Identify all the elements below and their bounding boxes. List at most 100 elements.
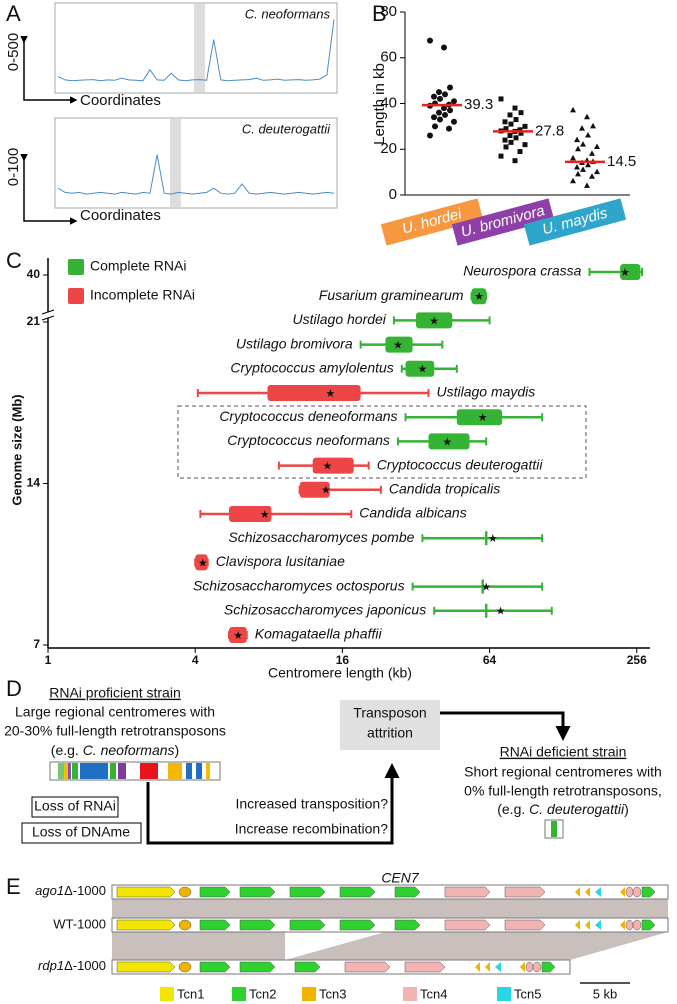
legend-label: Tcn2 [249, 986, 276, 1001]
dot [431, 93, 437, 100]
element [444, 919, 491, 931]
dot [575, 145, 581, 152]
element [585, 887, 590, 897]
centromere-bar [49, 761, 221, 781]
panel-label: B [372, 1, 387, 26]
y-label: Genome size (Mb) [9, 394, 24, 505]
x-label: Coordinates [80, 207, 161, 224]
dot [570, 177, 576, 184]
synteny [285, 932, 668, 960]
bar-stripe [130, 763, 136, 779]
bar-stripe [68, 763, 71, 779]
track [111, 884, 669, 900]
element [178, 961, 192, 973]
box [312, 457, 354, 474]
mean-star: ★ [478, 412, 488, 424]
row-label: Candida albicans [359, 505, 466, 521]
row-label: Ustilago bromivora [236, 335, 353, 351]
mean-star: ★ [481, 582, 491, 594]
x-label: Coordinates [80, 92, 161, 109]
element [485, 962, 490, 972]
box [195, 554, 208, 571]
row-label: Candida tropicalis [389, 481, 500, 497]
panel-label: D [6, 676, 22, 701]
element [595, 887, 601, 897]
median-label: 27.8 [535, 122, 564, 139]
dot [580, 141, 586, 147]
dot [508, 139, 514, 145]
highlight-box [177, 405, 587, 479]
box [299, 481, 330, 498]
trace [57, 154, 335, 195]
x-label: Centromere length (kb) [268, 665, 412, 681]
element [394, 919, 421, 931]
mean-star: ★ [496, 606, 506, 618]
box [471, 288, 487, 305]
dot [441, 105, 447, 112]
dot [436, 89, 442, 96]
dot [579, 125, 585, 131]
axis-arrow [20, 154, 78, 225]
dot [498, 153, 504, 159]
y-tick-label: 40 [27, 267, 41, 281]
dot [580, 166, 586, 172]
y-tick-label: 14 [27, 476, 41, 490]
dot [427, 132, 433, 139]
row-label: Cryptococcus deneoformans [219, 408, 397, 424]
dot [585, 132, 591, 138]
x-tick-label: 256 [627, 653, 647, 667]
row-label: Cryptococcus deuterogattii [377, 456, 544, 472]
synteny [112, 932, 285, 960]
row-label: Neurospora crassa [463, 263, 581, 279]
dot [574, 136, 580, 143]
x-tick-label: 1 [45, 653, 52, 667]
legend-swatch [302, 987, 316, 1001]
panel-label: E [6, 874, 21, 899]
element [620, 887, 625, 897]
bar-stripe [186, 763, 192, 779]
box [456, 409, 503, 426]
element [199, 886, 231, 898]
strain-text: Large regional centromeres with [15, 704, 215, 720]
bar-stripe [72, 763, 78, 779]
element [595, 920, 601, 930]
legend-label: Incomplete RNAi [90, 287, 195, 303]
y-label: Length in kb [371, 63, 388, 145]
box [620, 264, 641, 280]
strain-text: 20-30% full-length retrotransposons [4, 723, 226, 739]
arrow [146, 763, 400, 845]
element [239, 919, 276, 931]
dot [512, 105, 518, 111]
legend-label: Tcn1 [177, 986, 204, 1001]
plot-title: C. deuterogattii [242, 121, 331, 136]
mean-star: ★ [233, 630, 243, 642]
dot [451, 98, 457, 105]
synteny [112, 899, 668, 918]
cause-text: Loss of RNAi [34, 798, 116, 814]
y-tick-label: 7 [33, 637, 40, 651]
category-box [523, 198, 627, 246]
panel-label: A [6, 1, 21, 26]
element [525, 961, 534, 973]
box [267, 385, 361, 401]
dot [437, 95, 443, 102]
dot [437, 116, 443, 123]
dot [446, 125, 452, 132]
strain-title: RNAi proficient strain [49, 685, 181, 701]
cause-box [21, 822, 142, 844]
strain-example-part: (e.g. [497, 801, 529, 817]
element [625, 886, 634, 898]
dot [589, 150, 595, 156]
element [475, 962, 480, 972]
dot [507, 133, 513, 139]
bar-stripe [118, 763, 126, 779]
dot [594, 143, 600, 149]
element [178, 886, 192, 898]
y-tick-label: 60 [380, 49, 397, 66]
dot [594, 168, 600, 175]
process-text: attrition [367, 725, 413, 741]
element [116, 961, 176, 973]
trace [57, 19, 335, 82]
element [504, 919, 546, 931]
row-label: Cryptococcus amylolentus [230, 360, 393, 376]
